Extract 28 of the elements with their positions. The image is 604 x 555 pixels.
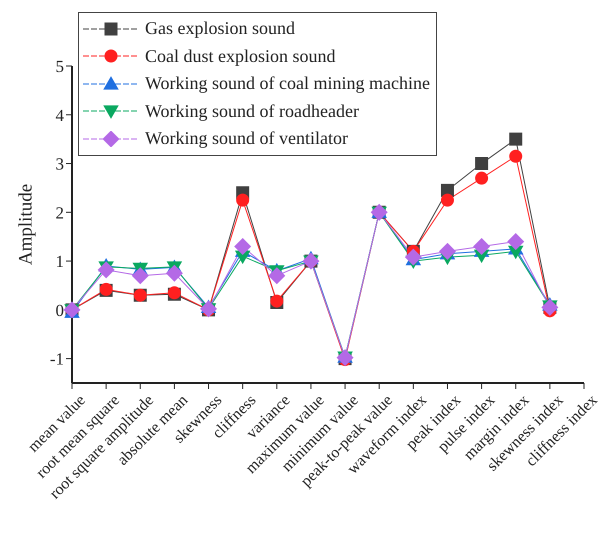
point [132,267,149,284]
point [509,150,522,163]
point [98,262,114,278]
y-tick-label: 4 [56,106,64,125]
y-tick-label: 0 [56,300,64,320]
point [234,238,251,255]
point [405,248,422,266]
point [268,267,286,284]
point [440,194,454,207]
point [236,194,250,207]
point [475,172,488,185]
legend-label: Gas explosion sound [145,18,295,40]
point [166,264,183,282]
point [439,243,456,260]
y-axis-title: Amplitude [16,184,37,266]
legend-label: Working sound of roadheader [145,100,359,122]
y-tick-label: 2 [56,203,64,222]
y-tick-label: 5 [56,57,64,76]
legend-label: Working sound of coal mining machine [145,73,430,94]
point [507,233,524,250]
legend-label: Working sound of ventilator [145,128,348,150]
y-tick-label: 1 [56,252,64,272]
point [509,132,522,146]
y-tick-label: 3 [56,154,64,174]
y-tick-label: -1 [50,350,64,369]
legend-label: Coal dust explosion sound [145,46,336,67]
point [475,157,488,170]
point [200,300,217,318]
